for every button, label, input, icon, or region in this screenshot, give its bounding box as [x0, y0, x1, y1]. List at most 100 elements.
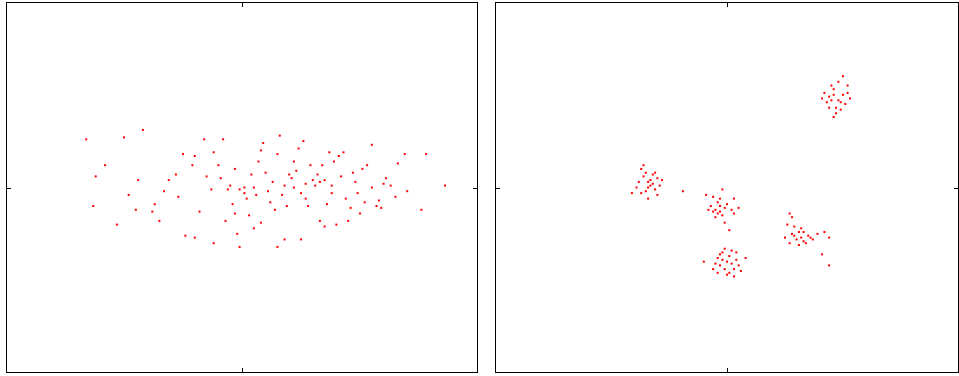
scatter-point [839, 108, 842, 111]
scatter-point [712, 268, 715, 271]
scatter-point [354, 180, 357, 183]
scatter-point [716, 271, 719, 274]
scatter-point [726, 273, 728, 276]
scatter-point [104, 164, 107, 167]
scatter-point [800, 236, 803, 239]
scatter-point [726, 260, 728, 263]
scatter-point [359, 212, 361, 215]
scatter-point [821, 97, 824, 100]
scatter-point [647, 186, 650, 189]
scatter-point [243, 186, 246, 189]
scatter-point [222, 138, 225, 141]
scatter-point [248, 214, 251, 217]
scatter-point [300, 238, 302, 241]
scatter-point [723, 221, 726, 224]
scatter-point [311, 179, 314, 182]
scatter-point [832, 88, 835, 91]
scatter-point [649, 179, 652, 182]
scatter-point [375, 205, 378, 207]
scatter-point [158, 219, 161, 222]
scatter-point [828, 106, 831, 109]
scatter-point [733, 268, 735, 271]
scatter-point [252, 186, 255, 189]
scatter-point [719, 205, 721, 207]
scatter-point [630, 192, 633, 195]
scatter-point [295, 169, 298, 172]
scatter-point [719, 253, 721, 256]
scatter-point [257, 160, 260, 163]
scatter-point [830, 84, 833, 87]
scatter-point [356, 192, 359, 195]
scatter-point [203, 138, 206, 141]
scatter-point [733, 212, 735, 215]
scatter-point [347, 219, 350, 222]
scatter-point [276, 153, 279, 156]
scatter-point [640, 192, 643, 195]
scatter-plot-left [6, 2, 478, 373]
scatter-point [839, 101, 842, 104]
scatter-point [709, 205, 712, 207]
scatter-point [714, 262, 717, 265]
scatter-point [115, 223, 118, 226]
scatter-point [721, 188, 724, 191]
scatter-point [259, 149, 262, 152]
scatter-point [444, 184, 446, 187]
scatter-point [323, 179, 326, 182]
scatter-point [344, 197, 347, 200]
scatter-point [351, 171, 354, 174]
scatter-point [837, 80, 840, 83]
scatter-point [642, 175, 645, 178]
scatter-point [184, 234, 187, 237]
scatter-point [705, 193, 708, 196]
scatter-point [403, 153, 406, 156]
scatter-point [719, 210, 721, 213]
scatter-point [297, 147, 300, 150]
scatter-point [307, 205, 310, 207]
scatter-point [737, 264, 740, 267]
scatter-point [193, 155, 196, 157]
scatter-point [739, 270, 742, 272]
scatter-point [811, 238, 814, 241]
scatter-point [377, 199, 380, 202]
scatter-point [656, 177, 659, 180]
scatter-point [271, 180, 274, 183]
scatter-point [94, 175, 97, 178]
scatter-point [330, 184, 333, 187]
scatter-point [651, 173, 654, 176]
scatter-point [658, 184, 661, 187]
scatter-point [728, 229, 731, 232]
scatter-point [304, 197, 307, 200]
scatter-point [728, 271, 731, 274]
scatter-point [233, 212, 236, 215]
scatter-point [226, 188, 229, 191]
scatter-point [681, 190, 684, 193]
scatter-point [707, 208, 710, 211]
scatter-point [141, 129, 144, 131]
scatter-point [283, 238, 286, 241]
scatter-point [292, 160, 295, 163]
scatter-point [735, 251, 738, 254]
scatter-point [259, 221, 262, 224]
scatter-point [153, 203, 156, 206]
scatter-point [167, 179, 170, 182]
scatter-point [716, 257, 719, 259]
scatter-point [182, 153, 184, 156]
scatter-point [229, 184, 232, 187]
scatter-point [644, 190, 647, 193]
scatter-point [243, 192, 246, 195]
scatter-point [361, 167, 364, 170]
scatter-point [163, 190, 166, 193]
scatter-point [274, 208, 276, 211]
scatter-point [809, 236, 812, 239]
scatter-point [640, 167, 643, 170]
scatter-point [823, 231, 826, 233]
scatter-point [396, 162, 399, 165]
scatter-point [721, 251, 724, 254]
scatter-point [333, 160, 335, 163]
scatter-point [823, 91, 826, 94]
plot-frame [6, 2, 478, 373]
scatter-point [830, 99, 833, 102]
scatter-point [174, 173, 177, 176]
scatter-point [292, 186, 295, 189]
scatter-point [714, 208, 717, 211]
